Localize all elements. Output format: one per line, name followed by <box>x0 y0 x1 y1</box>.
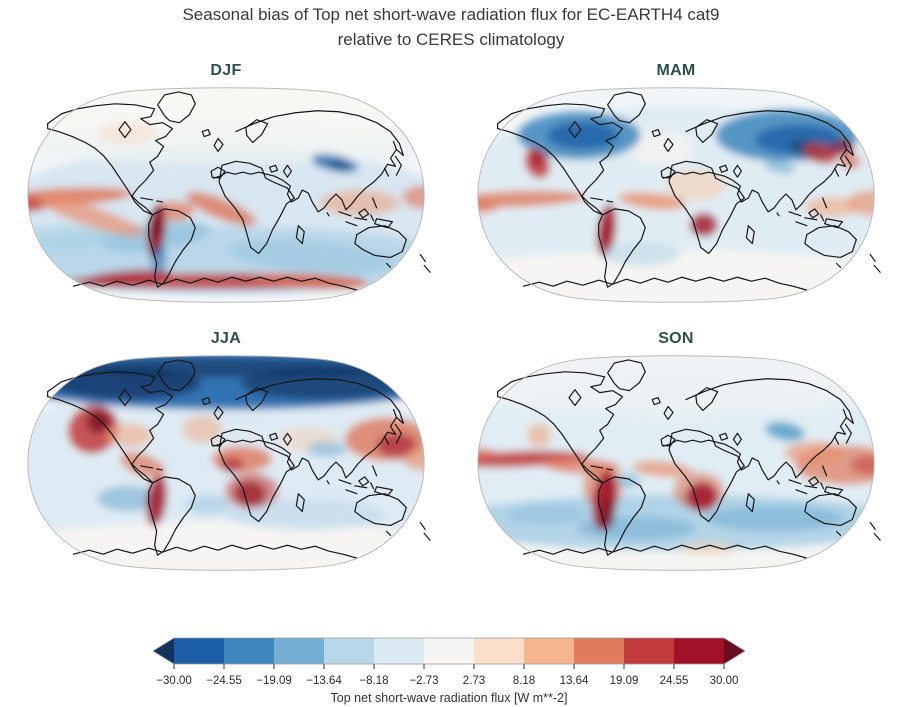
colorbar-tick-label: −2.73 <box>409 675 439 687</box>
panel-title-son: SON <box>658 330 694 347</box>
map-jja <box>27 355 431 571</box>
colorbar: −30.00 −24.55 −19.09 −13.64 −8.18 −2.73 2.73 8.… <box>152 636 746 705</box>
colorbar-tick-label: −30.00 <box>156 675 192 687</box>
colorbar-tick-label: −24.55 <box>206 675 242 687</box>
colorbar-label: Top net short-wave radiation flux [W m**… <box>330 691 568 705</box>
colorbar-tick-label: 24.55 <box>659 675 689 687</box>
colorbar-bar <box>152 637 746 669</box>
colorbar-tick-label: 2.73 <box>462 675 486 687</box>
colorbar-ticks: −30.00 −24.55 −19.09 −13.64 −8.18 −2.73 2.73 8.… <box>153 675 745 690</box>
colorbar-tick-label: 8.18 <box>512 675 536 687</box>
panel-mam: MAM <box>458 60 894 304</box>
colorbar-tick-label: −19.09 <box>256 675 292 687</box>
map-son <box>477 355 881 571</box>
panel-title-djf: DJF <box>210 62 242 79</box>
colorbar-tick-label: 19.09 <box>609 675 639 687</box>
colorbar-tick-label: −8.18 <box>359 675 389 687</box>
figure-title: Seasonal bias of Top net short-wave radi… <box>0 2 902 52</box>
colorbar-tick-label: −13.64 <box>306 675 342 687</box>
panel-title-mam: MAM <box>656 62 696 79</box>
map-mam <box>477 87 881 303</box>
panel-son: SON <box>458 328 894 572</box>
colorbar-tick-label: 30.00 <box>709 675 739 687</box>
figure-title-line1: Seasonal bias of Top net short-wave radi… <box>182 5 720 24</box>
panel-jja: JJA <box>8 328 444 572</box>
panel-djf: DJF <box>8 60 444 304</box>
figure-title-line2: relative to CERES climatology <box>337 30 565 49</box>
panel-title-jja: JJA <box>210 330 242 347</box>
map-djf <box>27 87 431 303</box>
colorbar-tick-label: 13.64 <box>559 675 589 687</box>
